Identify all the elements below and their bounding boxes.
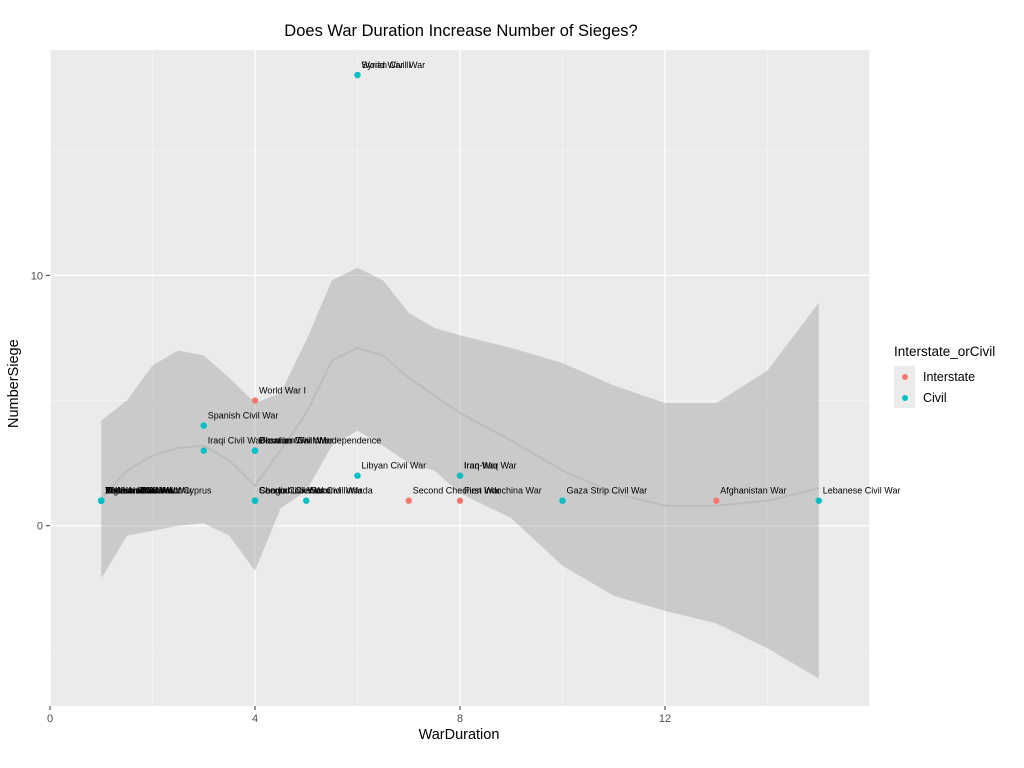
data-point <box>251 447 259 454</box>
data-point <box>200 422 207 429</box>
point-label: Syrian Civil War <box>362 60 426 70</box>
point-label: World War I <box>259 386 306 396</box>
x-tick-label: 0 <box>47 713 53 725</box>
point-label: Lebanon War <box>105 486 159 496</box>
data-point <box>200 447 207 454</box>
point-label: Yemeni Civil War <box>105 486 173 496</box>
data-point <box>98 497 105 504</box>
axes: 0 4 8 12 0 10 <box>31 270 671 725</box>
data-point <box>354 472 361 479</box>
point-label: Second Intifada <box>310 486 373 496</box>
data-point <box>559 497 566 504</box>
point-label: Second Liberian Civil War <box>259 486 362 496</box>
legend-key <box>894 366 915 387</box>
y-tick-label: 10 <box>31 270 43 282</box>
legend-item-civil: Civil <box>894 387 995 408</box>
point-label: Gaza Strip Civil War <box>567 486 648 496</box>
data-point <box>456 472 464 479</box>
point-label: Lebanese Civil War <box>823 486 901 496</box>
chart-title: Does War Duration Increase Number of Sie… <box>284 22 638 40</box>
data-point <box>713 497 720 504</box>
legend-label: Interstate <box>923 369 976 384</box>
data-points <box>98 71 822 504</box>
x-axis-label: WarDuration <box>418 727 500 743</box>
legend-title: Interstate_orCivil <box>894 344 996 359</box>
data-point <box>815 497 822 504</box>
point-label: Algerian Civil War <box>105 486 176 496</box>
y-tick-label: 0 <box>37 521 43 533</box>
data-point <box>303 497 310 504</box>
point-label: Vietnam War <box>105 486 157 496</box>
x-tick-label: 8 <box>457 713 463 725</box>
point-label: Turkish Invasion of Cyprus <box>105 486 212 496</box>
point-label: Iran-Iraq War <box>464 461 517 471</box>
legend-dot-civil <box>901 394 908 401</box>
data-point <box>456 497 464 504</box>
point-label: World War II <box>362 60 412 70</box>
y-axis-label: NumberSiege <box>6 339 22 428</box>
point-label: Ukranian Civil War <box>259 436 333 446</box>
data-point <box>251 497 259 504</box>
point-label: Lebanese Civil War <box>105 486 183 496</box>
point-label: First Indochina War <box>464 486 542 496</box>
data-point <box>251 397 259 404</box>
loess-line <box>100 346 820 507</box>
x-tick-label: 4 <box>252 713 258 725</box>
point-label: 1948 Arab-Israeli War <box>105 486 192 496</box>
legend-item-interstate: Interstate <box>894 366 995 387</box>
smooth-line <box>100 346 820 507</box>
point-label: Afghanistan War <box>720 486 786 496</box>
x-tick-label: 12 <box>659 713 671 725</box>
point-label: Chadian Civil War <box>259 486 331 496</box>
data-point <box>354 71 361 79</box>
legend-label: Civil <box>923 390 947 405</box>
point-labels: World War I World War II Second Chechen Wa… <box>105 60 900 496</box>
legend: Interstate_orCivil Interstate Civil <box>894 344 995 408</box>
point-label: Second Chechen War <box>413 486 501 496</box>
point-label: Bosnian Civil War <box>105 486 176 496</box>
major-gridlines <box>49 50 871 706</box>
point-label: Libyan Civil War <box>362 461 427 471</box>
point-label: Iraqi Civil War <box>208 436 264 446</box>
legend-key <box>894 387 915 408</box>
point-label: Croatian War of Independence <box>259 436 381 446</box>
point-label: Iraq War <box>464 461 498 471</box>
point-label: Spanish Civil War <box>208 411 279 421</box>
point-label: Congo Civil War <box>259 486 324 496</box>
point-label: Bosnian Civil War <box>259 436 330 446</box>
data-point <box>405 497 412 504</box>
legend-dot-interstate <box>901 373 908 380</box>
